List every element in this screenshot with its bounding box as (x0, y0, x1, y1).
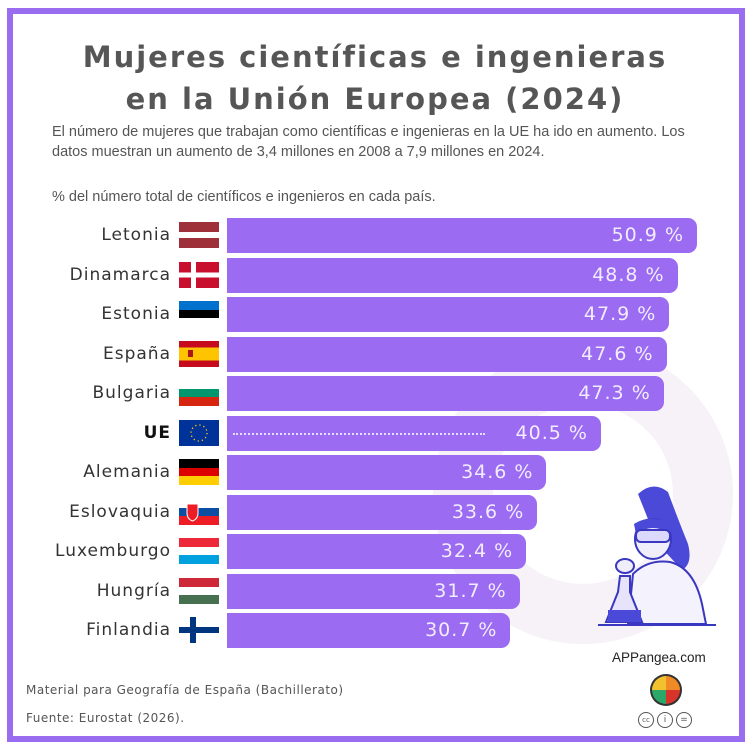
puzzle-logo-icon (650, 674, 682, 706)
category-label: Hungría (96, 580, 171, 601)
category-label: Luxemburgo (55, 541, 171, 561)
value-label: 47.6 % (581, 342, 654, 365)
cc-icon: cc (638, 712, 654, 728)
unit-note: % del número total de científicos e inge… (52, 189, 436, 205)
category-label: Estonia (101, 304, 171, 324)
title-line-2: en la Unión Europea (2024) (125, 82, 625, 116)
value-label: 32.4 % (440, 540, 514, 562)
source-note: Fuente: Eurostat (2026). (26, 711, 185, 725)
country-bar (227, 257, 678, 293)
description: El número de mujeres que trabajan como c… (52, 124, 685, 160)
value-label: 34.6 % (461, 461, 534, 483)
country-bar (227, 494, 538, 530)
flag-icon (179, 459, 219, 485)
category-label: Alemania (83, 462, 171, 482)
title-line-1: Mujeres científicas e ingenieras (82, 40, 668, 74)
flag-icon (179, 340, 219, 367)
by-icon: i (657, 712, 673, 728)
country-bar (227, 573, 520, 609)
flag-icon (179, 498, 219, 525)
scientist-illustration-icon (598, 486, 716, 626)
value-label: 47.3 % (578, 382, 651, 404)
category-label: Finlandia (86, 620, 171, 640)
flag-icon (179, 301, 219, 327)
nd-icon: = (676, 712, 692, 728)
flag-icon (179, 222, 219, 248)
value-label: 47.9 % (583, 303, 657, 325)
flag-icon (179, 419, 219, 446)
license-icons: cc i = (638, 712, 692, 728)
value-label: 48.8 % (592, 263, 665, 286)
country-bar (227, 297, 670, 332)
flag-icon (179, 380, 219, 406)
ue-dotted-line (233, 432, 485, 435)
country-bar (227, 218, 697, 253)
value-label: 33.6 % (451, 500, 525, 523)
flag-icon (179, 538, 219, 564)
category-label: UE (143, 422, 171, 443)
brand-link[interactable]: APPangea.com (612, 650, 706, 665)
country-bar (227, 455, 547, 490)
value-label: 40.5 % (515, 421, 588, 444)
flag-icon (179, 577, 219, 604)
chart-title: Mujeres científicas e ingenieras en la U… (0, 36, 750, 120)
category-label: Eslovaquia (69, 501, 171, 522)
country-bar (227, 534, 527, 569)
category-label: España (103, 343, 171, 364)
value-label: 30.7 % (425, 619, 498, 641)
material-note: Material para Geografía de España (Bachi… (26, 683, 344, 697)
value-label: 31.7 % (434, 579, 507, 602)
category-label: Dinamarca (69, 264, 171, 285)
flag-icon (179, 261, 219, 288)
country-bar (227, 613, 511, 648)
category-label: Bulgaria (92, 383, 171, 403)
value-label: 50.9 % (611, 224, 684, 246)
country-bar (227, 376, 664, 411)
category-label: Letonia (101, 225, 171, 245)
country-bar (227, 336, 667, 372)
flag-icon (179, 617, 219, 643)
